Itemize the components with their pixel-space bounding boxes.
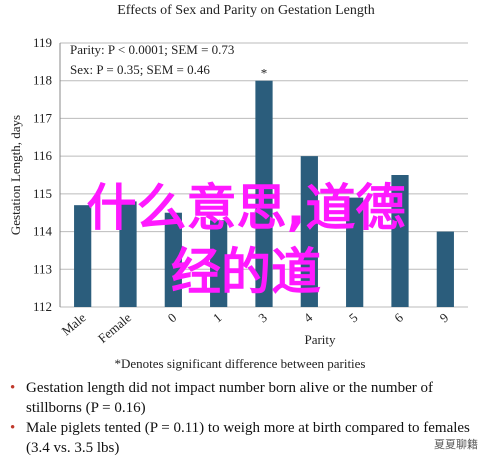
watermark: 夏夏聊籍 <box>434 438 478 451</box>
x-tick-label: Female <box>95 310 134 346</box>
note: Male piglets tented (P = 0.11) to weigh … <box>8 418 486 458</box>
bar <box>391 175 409 307</box>
y-tick-label: 117 <box>33 110 53 125</box>
notes: Gestation length did not impact number b… <box>8 378 486 458</box>
chart-title: Effects of Sex and Parity on Gestation L… <box>117 3 375 18</box>
significance-marker: * <box>261 66 268 81</box>
overlay-text: 经的道 <box>171 243 321 301</box>
annotation: Parity: P < 0.0001; SEM = 0.73 <box>70 42 234 57</box>
bar <box>74 205 92 307</box>
bar <box>346 197 364 307</box>
annotation: Sex: P = 0.35; SEM = 0.46 <box>70 62 210 77</box>
x-tick-label: 0 <box>165 310 180 326</box>
y-tick-label: 114 <box>33 224 53 239</box>
y-tick-label: 113 <box>33 261 52 276</box>
bar <box>210 220 228 307</box>
x-tick-label: 4 <box>301 309 316 325</box>
bar <box>300 156 318 307</box>
chart: Effects of Sex and Parity on Gestation L… <box>8 3 468 371</box>
x-tick-label: Male <box>58 310 88 339</box>
bar <box>164 212 182 307</box>
x-tick-label: 3 <box>255 310 270 326</box>
bar <box>255 80 273 307</box>
y-tick-label: 116 <box>33 148 53 163</box>
overlay-text: 什么意思,道德 <box>86 179 406 237</box>
bar <box>436 231 454 307</box>
y-axis-label: Gestation Length, days <box>8 115 23 235</box>
footnote: *Denotes significant difference between … <box>115 356 366 371</box>
x-axis-label: Parity <box>304 332 336 347</box>
y-tick-label: 115 <box>33 186 52 201</box>
bar <box>119 201 137 307</box>
x-tick-label: 5 <box>346 310 361 326</box>
y-tick-label: 119 <box>33 35 52 50</box>
note: Gestation length did not impact number b… <box>8 378 486 418</box>
x-tick-label: 9 <box>437 310 452 326</box>
y-tick-label: 112 <box>33 299 52 314</box>
x-tick-label: 1 <box>210 310 225 326</box>
x-tick-label: 6 <box>391 309 406 325</box>
y-tick-label: 118 <box>33 73 52 88</box>
